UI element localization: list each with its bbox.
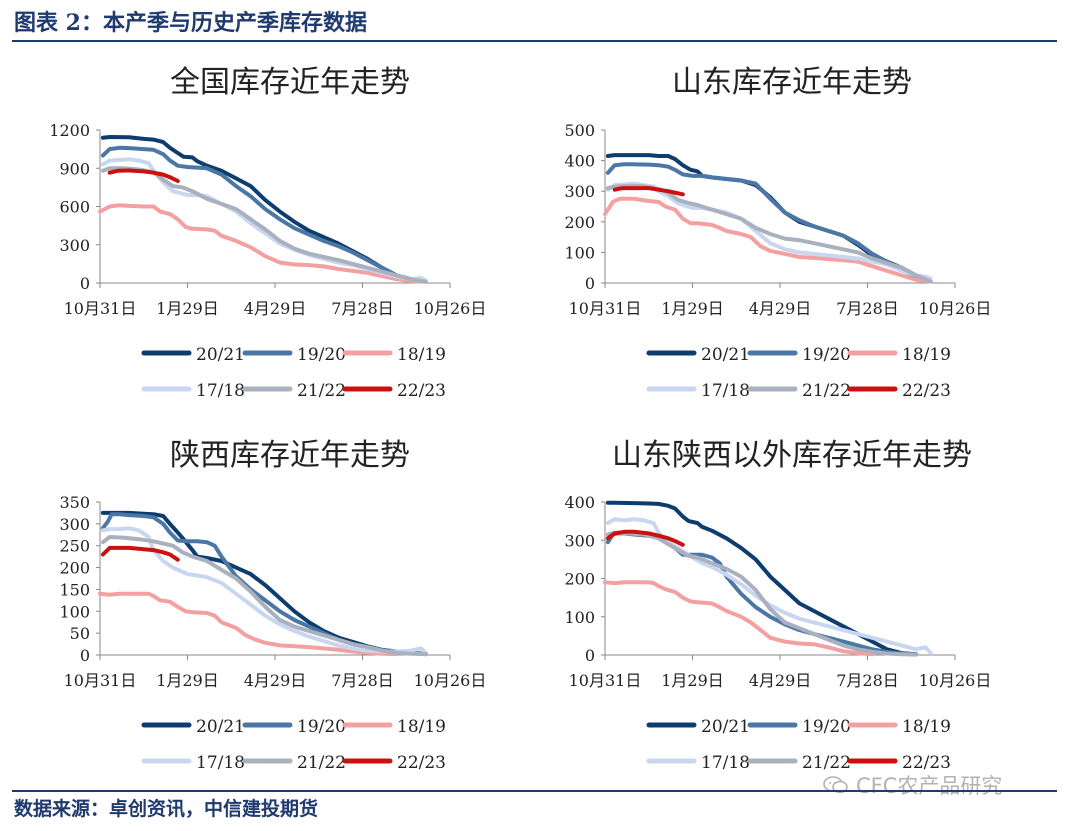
legend-label: 21/22 <box>297 381 346 401</box>
series-line-22-23 <box>612 186 685 197</box>
chart-title: 陕西库存近年走势 <box>170 438 410 473</box>
chart-title: 全国库存近年走势 <box>170 65 410 100</box>
x-tick-label: 10月26日 <box>919 671 992 690</box>
y-tick-label: 400 <box>564 152 595 171</box>
y-tick-label: 400 <box>564 493 595 512</box>
series-line-21-22 <box>100 535 428 657</box>
series-line-17-18 <box>100 157 428 283</box>
legend-label: 19/20 <box>297 345 346 365</box>
series-line-22-23 <box>605 529 685 547</box>
y-tick-label: 1200 <box>49 121 90 140</box>
x-tick-label: 4月29日 <box>749 671 812 690</box>
x-tick-label: 7月28日 <box>836 671 899 690</box>
y-tick-label: 0 <box>585 646 595 665</box>
legend-label: 18/19 <box>902 717 951 737</box>
legend-label: 18/19 <box>397 717 446 737</box>
series-line-17-18 <box>605 517 933 656</box>
y-tick-label: 0 <box>585 274 595 293</box>
x-tick-label: 1月29日 <box>156 299 219 318</box>
legend-label: 19/20 <box>802 717 851 737</box>
y-tick-label: 300 <box>59 236 90 255</box>
wechat-icon <box>823 776 848 794</box>
top-rule <box>12 40 1057 42</box>
watermark-text: CFC农产品研究 <box>856 774 1003 798</box>
x-tick-label: 10月31日 <box>569 299 642 318</box>
y-tick-label: 100 <box>59 602 90 621</box>
x-tick-label: 7月28日 <box>331 671 394 690</box>
legend-label: 22/23 <box>397 381 446 401</box>
legend-label: 22/23 <box>902 381 951 401</box>
y-tick-label: 300 <box>564 531 595 550</box>
x-tick-label: 4月29日 <box>244 671 307 690</box>
series-line-19-20 <box>100 145 428 284</box>
x-tick-label: 10月26日 <box>414 671 487 690</box>
x-tick-label: 10月31日 <box>569 671 642 690</box>
legend-label: 21/22 <box>297 753 346 773</box>
legend-label: 21/22 <box>802 381 851 401</box>
x-tick-label: 4月29日 <box>244 299 307 318</box>
series-line-18-19 <box>98 591 399 657</box>
x-tick-label: 7月28日 <box>331 299 394 318</box>
source-note: 数据来源：卓创资讯，中信建投期货 <box>14 798 319 820</box>
series-line-22-23 <box>100 545 180 562</box>
y-tick-label: 300 <box>59 515 90 534</box>
x-tick-label: 10月31日 <box>64 299 137 318</box>
y-tick-label: 0 <box>80 274 90 293</box>
legend-label: 22/23 <box>397 753 446 773</box>
legend-label: 17/18 <box>701 753 750 773</box>
legend-label: 20/21 <box>196 345 245 365</box>
x-tick-label: 1月29日 <box>156 671 219 690</box>
legend-label: 17/18 <box>196 753 245 773</box>
legend-label: 20/21 <box>701 345 750 365</box>
legend-label: 22/23 <box>902 753 951 773</box>
legend-label: 17/18 <box>196 381 245 401</box>
y-tick-label: 200 <box>564 570 595 589</box>
y-tick-label: 600 <box>59 198 90 217</box>
legend-label: 19/20 <box>297 717 346 737</box>
y-tick-label: 200 <box>564 213 595 232</box>
x-tick-label: 7月28日 <box>836 299 899 318</box>
charts-canvas: 全国库存近年走势 0 300 600 900 1200 10月31日 1月29日 4月29日 7月… <box>49 65 992 773</box>
series-line-18-19 <box>603 580 875 657</box>
series-line-19-20 <box>605 162 919 281</box>
y-tick-label: 350 <box>59 493 90 512</box>
x-tick-label: 1月29日 <box>661 299 724 318</box>
y-tick-label: 100 <box>564 243 595 262</box>
legend-label: 18/19 <box>902 345 951 365</box>
watermark: CFC农产品研究 <box>822 770 1002 800</box>
y-tick-label: 150 <box>59 580 90 599</box>
series-line-21-22 <box>605 530 919 657</box>
legend-label: 21/22 <box>802 753 851 773</box>
x-tick-label: 10月26日 <box>414 299 487 318</box>
figure-title: 图表 2：本产季与历史产季库存数据 <box>14 10 367 36</box>
y-tick-label: 300 <box>564 182 595 201</box>
chart-title: 山东陕西以外库存近年走势 <box>612 438 972 473</box>
series-line-18-19 <box>98 203 428 284</box>
series-line-18-19 <box>603 196 933 284</box>
x-tick-label: 10月26日 <box>919 299 992 318</box>
y-tick-label: 200 <box>59 559 90 578</box>
y-tick-label: 250 <box>59 537 90 556</box>
y-tick-label: 900 <box>59 159 90 178</box>
y-tick-label: 50 <box>70 624 90 643</box>
legend-label: 19/20 <box>802 345 851 365</box>
figure-header: 图表 2：本产季与历史产季库存数据 <box>14 6 1055 40</box>
x-tick-label: 10月31日 <box>64 671 137 690</box>
x-tick-label: 4月29日 <box>749 299 812 318</box>
bottom-rule <box>12 790 1057 792</box>
x-tick-label: 1月29日 <box>661 671 724 690</box>
y-tick-label: 500 <box>564 121 595 140</box>
legend-label: 20/21 <box>701 717 750 737</box>
y-tick-label: 0 <box>80 646 90 665</box>
legend-label: 20/21 <box>196 717 245 737</box>
legend-label: 18/19 <box>397 345 446 365</box>
series-line-17-18 <box>100 526 428 655</box>
y-tick-label: 100 <box>564 608 595 627</box>
legend-label: 17/18 <box>701 381 750 401</box>
series-line-20-21 <box>100 510 428 657</box>
chart-title: 山东库存近年走势 <box>672 65 912 100</box>
series-line-22-23 <box>107 168 180 183</box>
